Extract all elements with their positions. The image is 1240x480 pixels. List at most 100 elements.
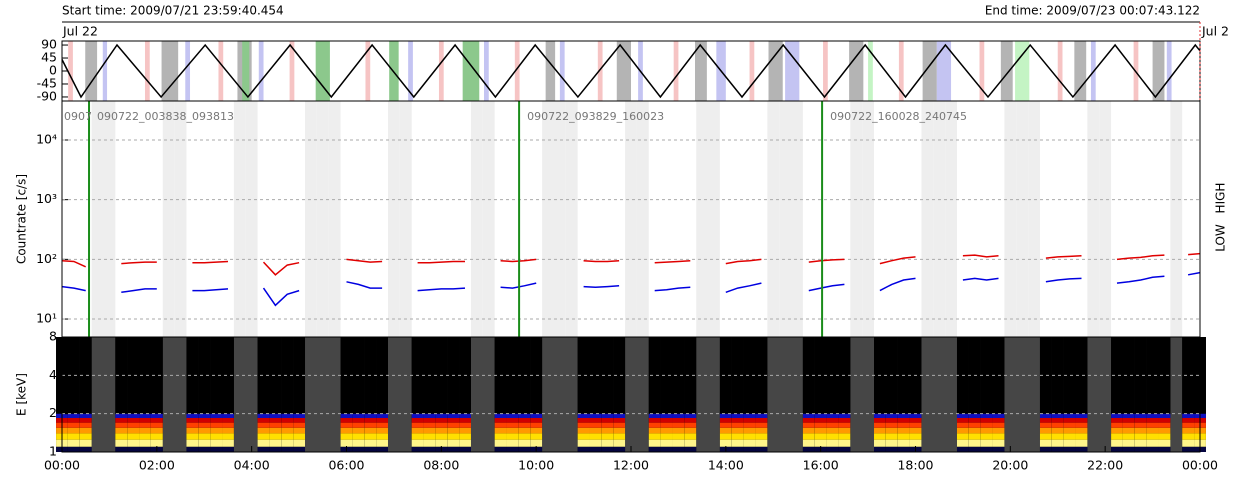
- spectrum-cell: [210, 427, 223, 434]
- spectrum-cell: [577, 413, 590, 418]
- spectrum-cell: [222, 337, 234, 414]
- spectrum-cell: [435, 417, 448, 423]
- gap-shade: [174, 101, 187, 337]
- spectrum-cell: [269, 427, 282, 434]
- x-tick-label: 00:00: [44, 458, 80, 473]
- spectrum-cell: [139, 417, 151, 423]
- spectrum-cell: [1063, 337, 1076, 414]
- spectrum-cell: [601, 413, 614, 418]
- spectrum-cell: [613, 439, 626, 447]
- y-tick-label: 10⁴: [36, 131, 57, 146]
- spectrum-cell: [885, 427, 898, 434]
- spectrum-cell: [874, 413, 886, 418]
- count-line: [1116, 275, 1165, 284]
- spectrum-cell: [257, 439, 270, 447]
- spectrum-cell: [269, 433, 282, 440]
- spectrum-cell: [897, 427, 910, 434]
- spectrum-cell: [447, 422, 460, 428]
- spectrum-cell: [115, 337, 128, 414]
- spectrum-cell: [257, 446, 270, 452]
- spectrum-cell: [601, 439, 614, 447]
- count-line: [417, 260, 465, 264]
- spectrum-cell: [1158, 433, 1171, 440]
- attitude-band: [408, 41, 413, 101]
- spectrum-cell: [198, 337, 211, 414]
- spectrum-cell: [411, 422, 424, 428]
- spectrum-cell: [956, 422, 969, 428]
- spectrum-cell: [1111, 413, 1123, 418]
- spectrum-cell: [376, 417, 388, 423]
- spectrum-cell: [79, 439, 92, 447]
- attitude-band: [85, 41, 98, 101]
- spectrum-cell: [660, 422, 673, 428]
- spectrum-cell: [672, 413, 685, 418]
- spectrum-cell: [293, 427, 306, 434]
- spectrum-cell: [897, 417, 910, 423]
- attitude-band: [597, 41, 603, 101]
- spectrum-cell: [1039, 413, 1052, 418]
- count-line: [808, 258, 845, 263]
- spectrum-cell: [210, 439, 223, 447]
- attitude-band: [559, 41, 565, 101]
- spectrum-cell: [198, 413, 211, 418]
- spectrum-cell: [423, 446, 436, 452]
- spectrum-cell: [139, 413, 151, 418]
- spectrum-cell: [1122, 422, 1135, 428]
- spectrum-cell: [364, 413, 377, 418]
- spectrum-cell: [257, 337, 270, 414]
- spectrum-cell: [506, 446, 519, 452]
- spectrum-cell: [980, 417, 993, 423]
- spectrum-cell: [257, 422, 270, 428]
- gap-shade: [1028, 101, 1040, 337]
- spectrum-cell: [127, 427, 140, 434]
- spectrum-cell: [1158, 422, 1171, 428]
- attitude-band: [785, 41, 800, 101]
- attitude-band: [979, 41, 985, 101]
- spectrum-cell: [826, 422, 839, 428]
- spectrum-cell: [530, 427, 543, 434]
- spectrum-cell: [589, 417, 602, 423]
- spectrum-cell: [1075, 413, 1088, 418]
- y-tick-label: 8: [49, 329, 57, 344]
- count-line: [1116, 254, 1165, 261]
- y-tick-label: 45: [41, 50, 57, 65]
- spectrum-cell: [968, 446, 981, 452]
- spectrum-cell: [281, 422, 294, 428]
- spectrum-cell: [530, 422, 543, 428]
- spectrum-cell: [1146, 433, 1159, 440]
- spectrum-cell: [1146, 417, 1159, 423]
- spectrum-cell: [1158, 417, 1171, 423]
- spectrum-cell: [222, 413, 234, 418]
- gap-shade: [553, 101, 566, 337]
- spectrum-cell: [186, 422, 199, 428]
- attitude-band: [823, 41, 828, 101]
- spectrum-cell: [909, 422, 922, 428]
- spectrum-cell: [802, 427, 815, 434]
- spectrum-cell: [1158, 446, 1171, 452]
- count-line: [1045, 254, 1082, 259]
- attitude-band: [898, 41, 904, 101]
- spectrum-cell: [530, 413, 543, 418]
- spectrum-cell: [127, 337, 140, 414]
- spectrum-cell: [1111, 427, 1123, 434]
- x-tick-label: 02:00: [139, 458, 175, 473]
- spectrum-cell: [198, 446, 211, 452]
- spectrum-cell: [909, 427, 922, 434]
- attitude-band: [389, 41, 399, 101]
- spectrum-cell: [364, 417, 377, 423]
- attitude-band: [102, 41, 108, 101]
- spectrum-cell: [601, 417, 614, 423]
- spectrum-cell: [518, 422, 531, 428]
- spectrum-cell: [79, 427, 92, 434]
- spectrum-cell: [79, 433, 92, 440]
- gap-shade: [767, 101, 780, 337]
- spectrum-cell: [269, 337, 282, 414]
- spectrum-cell: [826, 427, 839, 434]
- file-label: 0907: [64, 110, 92, 123]
- spectrum-cell: [1182, 446, 1195, 452]
- spectrum-cell: [376, 422, 388, 428]
- x-tick-label: 04:00: [234, 458, 270, 473]
- spectrum-cell: [115, 439, 128, 447]
- spectrum-cell: [1063, 433, 1076, 440]
- spectrum-cell: [1051, 433, 1064, 440]
